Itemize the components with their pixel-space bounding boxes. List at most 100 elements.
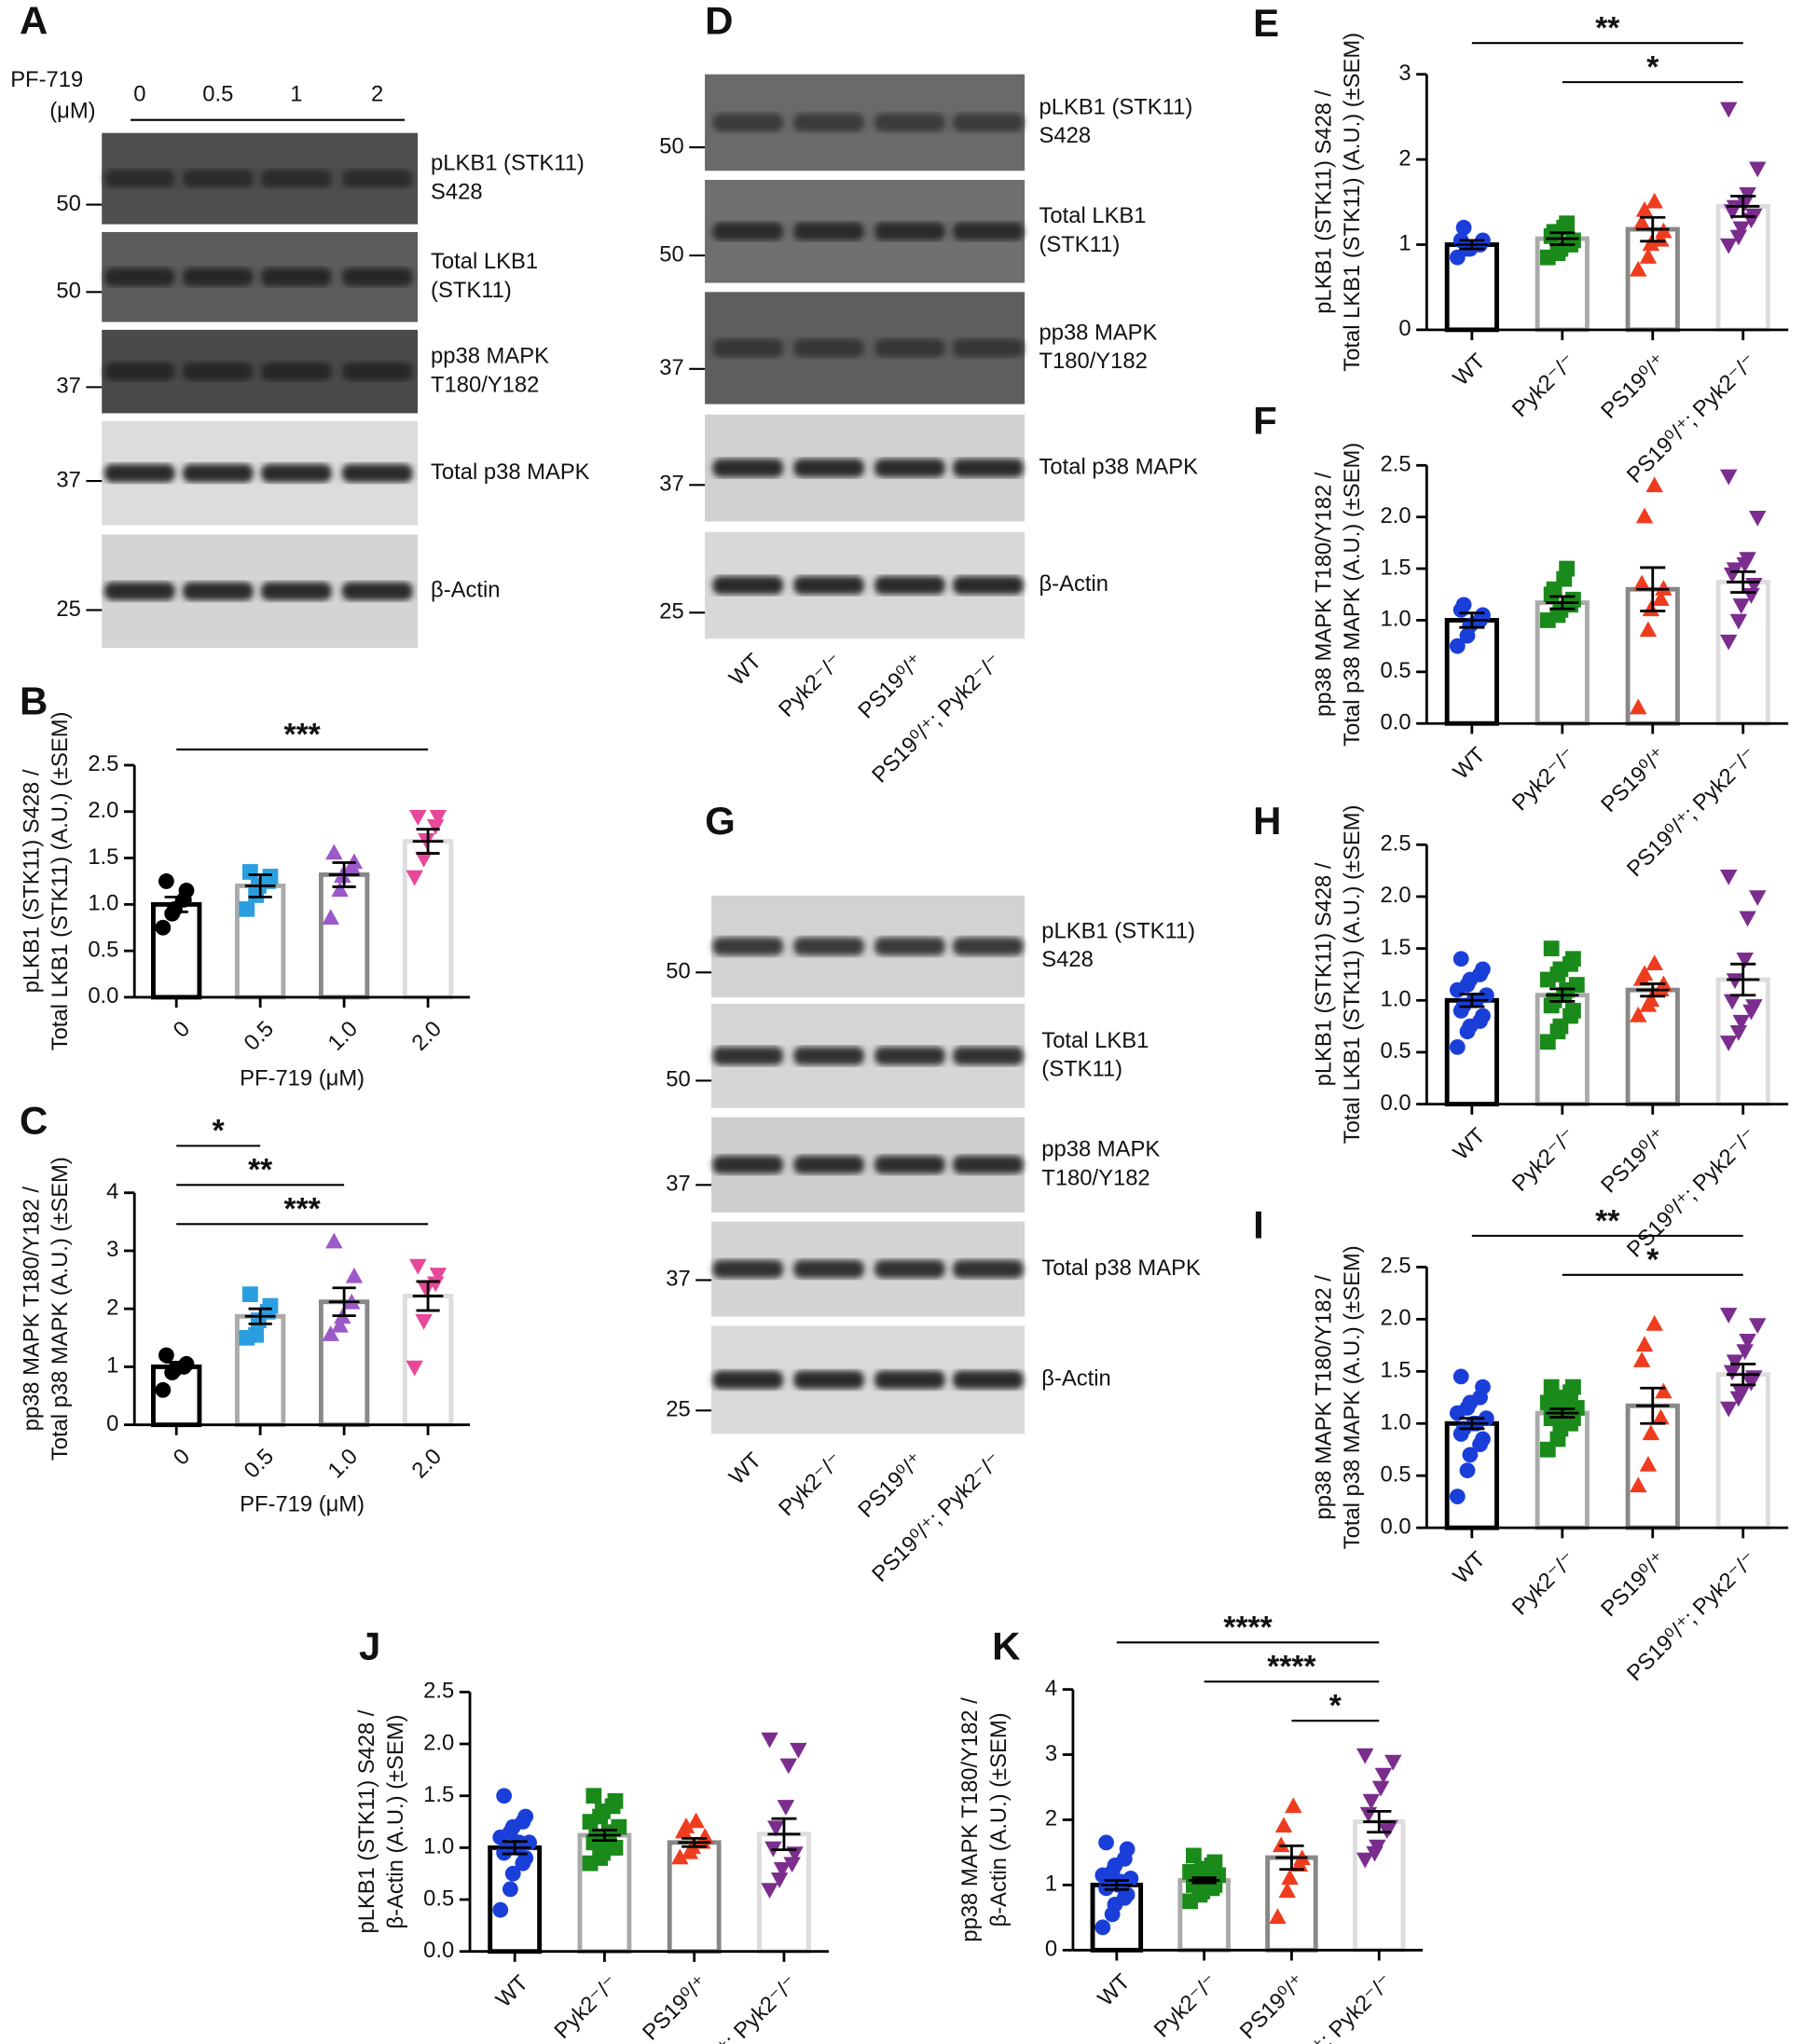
data-point [1739, 552, 1756, 569]
data-point [331, 1316, 349, 1333]
lane-label: WT [724, 649, 766, 691]
row-label: S428 [1039, 123, 1092, 148]
row-label: β-Actin [1039, 571, 1108, 597]
y-tick-label: 1 [106, 1353, 118, 1379]
blot-band [341, 582, 413, 601]
y-tick-label: 1.5 [1380, 1358, 1411, 1383]
data-point [1726, 1354, 1744, 1371]
blot-band [793, 1047, 864, 1065]
row-label: T180/Y182 [1041, 1165, 1149, 1190]
data-point [1565, 951, 1581, 967]
data-point [1274, 1817, 1293, 1833]
bar [488, 1845, 543, 1955]
data-point [1459, 1462, 1476, 1479]
data-point [1285, 1797, 1302, 1814]
data-point [418, 1282, 435, 1298]
data-point [1272, 1836, 1290, 1853]
mw-label: 50 [666, 1067, 690, 1092]
x-tick-label: 0 [169, 1444, 195, 1470]
blot-band [712, 1155, 784, 1174]
blot-band [953, 1155, 1024, 1174]
data-point [406, 870, 423, 886]
data-point [1642, 991, 1660, 1007]
y-tick-label: 3 [106, 1237, 118, 1262]
data-point [1094, 1919, 1111, 1936]
y-tick-label: 4 [106, 1179, 118, 1204]
data-point [155, 919, 172, 936]
y-tick-label: 1 [1398, 231, 1411, 256]
y-axis-label: pLKB1 (STK11) S428 / [354, 1709, 379, 1933]
error-bar [1363, 1809, 1396, 1834]
blot-band [712, 937, 784, 956]
blot-band [261, 582, 332, 601]
data-point [1652, 230, 1670, 247]
error-bar [412, 1280, 444, 1312]
x-tick-label: 1.0 [323, 1016, 363, 1055]
blot-band [712, 113, 784, 132]
error-bar [1188, 1876, 1220, 1885]
blot-band [341, 362, 413, 381]
error-bar [412, 828, 444, 855]
data-point [1543, 1379, 1560, 1395]
data-point [1645, 192, 1663, 209]
blot-band [104, 169, 175, 188]
data-point [1655, 1382, 1672, 1399]
y-axis-label: pLKB1 (STK11) S428 / [1311, 862, 1336, 1086]
data-point [1565, 591, 1581, 608]
blot-band [874, 222, 945, 241]
y-axis-label: pp38 MAPK T180/Y182 / [1311, 1275, 1336, 1520]
data-point [1630, 1006, 1647, 1022]
row-label: Total LKB1 [431, 249, 538, 274]
row-label: pp38 MAPK [1039, 320, 1158, 345]
data-point [1639, 621, 1658, 638]
data-point [1206, 1854, 1223, 1871]
x-tick-label: PS19⁰/⁺ [1596, 349, 1672, 423]
y-axis-label: β-Actin (A.U.) (±SEM) [383, 1715, 408, 1929]
y-tick-label: 2.0 [1380, 883, 1411, 908]
data-point [1462, 1447, 1479, 1463]
panel-label: J [359, 1624, 380, 1667]
data-point [779, 1758, 798, 1775]
y-tick-label: 1.0 [1380, 987, 1411, 1012]
blot-band [793, 1155, 864, 1174]
row-label: Total p38 MAPK [1039, 454, 1199, 479]
data-point [155, 1381, 172, 1398]
x-tick-label: 0.5 [240, 1016, 279, 1055]
data-point [409, 810, 427, 826]
x-tick-label: Pyk2⁻/⁻ [549, 1970, 623, 2044]
x-tick-label: WT [1448, 349, 1490, 391]
data-point [1119, 1841, 1136, 1858]
data-point [1565, 1379, 1581, 1395]
blot-band [341, 463, 413, 483]
y-tick-label: 1.5 [1380, 555, 1411, 580]
data-point [262, 869, 279, 885]
data-point [492, 1901, 509, 1918]
data-point [1475, 1379, 1491, 1395]
data-point [1732, 598, 1751, 614]
blot-band [712, 1047, 784, 1065]
data-point [1739, 1334, 1756, 1350]
x-tick-label: PS19⁰/⁺ [1596, 743, 1672, 817]
y-axis-label: Total LKB1 (STK11) (A.U.) (±SEM) [1340, 33, 1365, 372]
data-point [1098, 1834, 1114, 1851]
y-tick-label: 1.0 [88, 891, 118, 916]
data-point [1719, 238, 1738, 254]
blot-band [261, 362, 332, 381]
data-point [241, 1286, 258, 1303]
y-axis-label: Total p38 MAPK (A.U.) (±SEM) [1340, 443, 1365, 747]
data-point [331, 881, 349, 898]
x-tick-label: Pyk2⁻/⁻ [1507, 1123, 1581, 1197]
data-point [1356, 1748, 1374, 1764]
lane-label: PS19⁰/⁺ [853, 1447, 929, 1522]
data-point [1543, 940, 1560, 957]
y-tick-label: 2.0 [1380, 503, 1411, 528]
data-point [761, 1883, 778, 1899]
blot-band [183, 463, 254, 483]
data-point [761, 1732, 778, 1749]
error-bar [160, 1361, 192, 1373]
x-tick-label: WT [491, 1970, 533, 2012]
row-label: pLKB1 (STK11) [1039, 94, 1193, 119]
data-point [1381, 1819, 1398, 1836]
